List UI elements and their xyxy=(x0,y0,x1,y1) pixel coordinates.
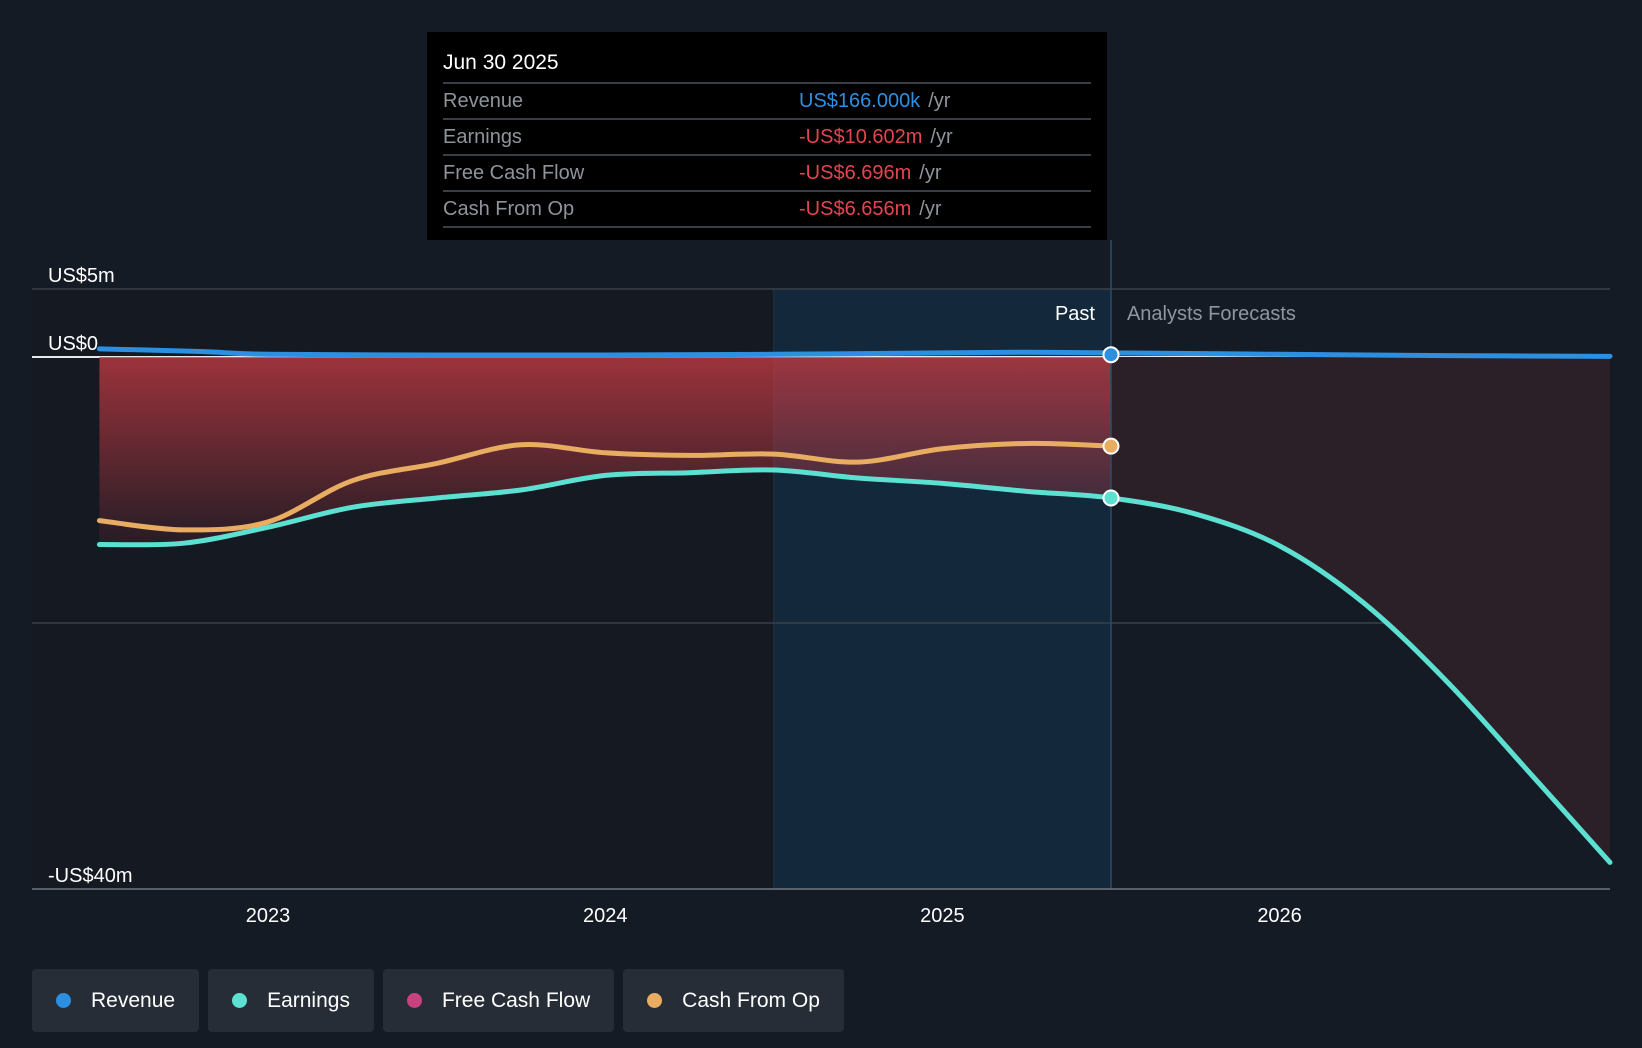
y-tick-label-0: US$5m xyxy=(48,265,115,287)
tooltip-unit: /yr xyxy=(928,90,951,112)
x-tick-label-1: 2024 xyxy=(583,905,628,927)
tooltip-label: Earnings xyxy=(443,126,522,148)
tooltip-row-cash-from-op: Cash From Op -US$6.656m /yr xyxy=(443,192,1091,228)
tooltip-date: Jun 30 2025 xyxy=(443,48,1091,84)
tooltip-value: US$166.000k xyxy=(799,90,921,112)
legend-dot-icon xyxy=(56,993,71,1008)
tooltip-label: Free Cash Flow xyxy=(443,162,585,184)
tooltip-row-free-cash-flow: Free Cash Flow -US$6.696m /yr xyxy=(443,156,1091,192)
legend-dot-icon xyxy=(647,993,663,1008)
y-tick-label-1: US$0 xyxy=(48,333,98,355)
marker-cash-from-op xyxy=(1102,437,1120,455)
tooltip-row-revenue: Revenue US$166.000k /yr xyxy=(443,84,1091,120)
data-tooltip: Jun 30 2025 Revenue US$166.000k /yr Earn… xyxy=(427,32,1107,240)
tooltip-row-earnings: Earnings -US$10.602m /yr xyxy=(443,120,1091,156)
tooltip-value: -US$6.696m xyxy=(799,162,912,184)
legend-dot-icon xyxy=(232,993,248,1008)
legend-label: Cash From Op xyxy=(682,988,820,1012)
forecast-label: Analysts Forecasts xyxy=(1127,303,1296,325)
legend-item-free-cash-flow[interactable]: Free Cash Flow xyxy=(382,969,615,1032)
legend-item-cash-from-op[interactable]: Cash From Op xyxy=(623,969,844,1032)
tooltip-label: Cash From Op xyxy=(443,198,575,220)
x-tick-label-3: 2026 xyxy=(1257,905,1302,927)
tooltip-label: Revenue xyxy=(443,90,524,112)
earnings-forecast-area xyxy=(1110,357,1610,863)
marker-revenue xyxy=(1102,346,1120,364)
past-label: Past xyxy=(1055,303,1095,325)
legend-item-revenue[interactable]: Revenue xyxy=(32,969,200,1032)
series-line-revenue xyxy=(96,346,1613,359)
legend-label: Free Cash Flow xyxy=(441,988,591,1012)
series-line-cash-from-op xyxy=(96,440,1114,533)
x-tick-label-0: 2023 xyxy=(246,905,291,927)
legend-label: Revenue xyxy=(91,988,176,1012)
tooltip-value: -US$6.656m xyxy=(799,198,912,220)
series-line-earnings xyxy=(96,467,1613,865)
tooltip-unit: /yr xyxy=(919,162,942,184)
legend-item-earnings[interactable]: Earnings xyxy=(208,969,374,1032)
legend-label: Earnings xyxy=(267,988,350,1012)
marker-earnings xyxy=(1102,489,1120,507)
y-tick-label-2: -US$40m xyxy=(48,865,132,887)
x-tick-label-2: 2025 xyxy=(920,905,965,927)
tooltip-unit: /yr xyxy=(919,198,942,220)
legend-dot-icon xyxy=(406,993,422,1008)
chart-legend: Revenue Earnings Free Cash Flow Cash Fro… xyxy=(32,969,844,1032)
tooltip-unit: /yr xyxy=(930,126,953,148)
tooltip-value: -US$10.602m xyxy=(799,126,923,148)
